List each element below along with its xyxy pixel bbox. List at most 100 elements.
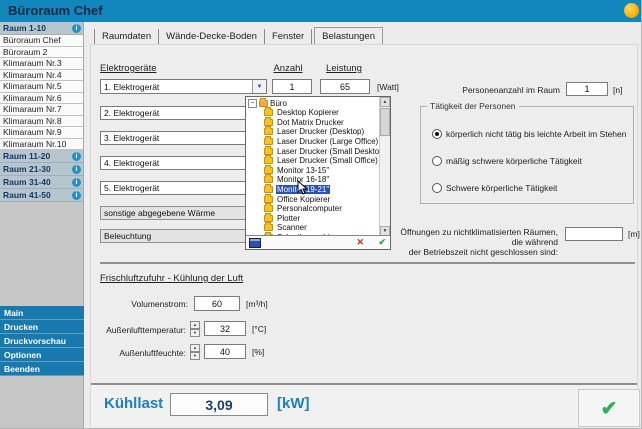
info-badge-icon[interactable]: i xyxy=(72,190,81,200)
activity-option-1[interactable]: körperlich nicht tätig bis leichte Arbei… xyxy=(432,129,626,139)
catalog-icon[interactable] xyxy=(249,238,261,248)
tree-root-buero[interactable]: − Büro xyxy=(246,97,379,108)
folder-icon xyxy=(264,203,273,213)
nav-button-druckvorschau[interactable]: Druckvorschau xyxy=(0,334,84,348)
scrollbar-thumb[interactable] xyxy=(380,108,390,136)
device-1-value: 1. Elektrogerät xyxy=(104,81,160,92)
openings-input[interactable] xyxy=(565,227,623,241)
info-badge-icon[interactable]: i xyxy=(72,177,81,187)
open-folder-icon xyxy=(259,98,268,107)
tree-item[interactable]: Plotter xyxy=(246,212,379,224)
spin-down-icon[interactable]: ▼ xyxy=(190,352,200,360)
room-label: Büroraum 2 xyxy=(3,46,48,57)
tree-item[interactable]: Monitor 16-18" xyxy=(246,174,379,185)
sidebar-group-raum-1-10[interactable]: Raum 1-10 i xyxy=(0,22,83,35)
device-2-value: 2. Elektrogerät xyxy=(104,108,160,118)
sidebar-group-raum-31-40[interactable]: Raum 31-40 i xyxy=(0,176,83,189)
sidebar-item-room[interactable]: Klimaraum Nr.4 xyxy=(0,69,83,81)
temperature-stepper[interactable]: ▲ ▼ xyxy=(190,321,200,337)
tree-item-label: Dot Matrix Drucker xyxy=(277,117,344,127)
sidebar-item-room[interactable]: Büroraum 2 xyxy=(0,46,83,58)
sidebar-group-raum-21-30[interactable]: Raum 21-30 i xyxy=(0,163,83,176)
radio-icon[interactable] xyxy=(432,183,442,193)
folder-icon xyxy=(264,155,273,165)
other-heat-label: sonstige abgegebene Wärme xyxy=(104,208,216,218)
activity-option-3[interactable]: Schwere körperliche Tätigkeit xyxy=(432,183,557,193)
spin-down-icon[interactable]: ▼ xyxy=(190,329,200,337)
tree-item-label: Office Kopierer xyxy=(277,194,331,204)
tree-item-label: Desktop Kopierer xyxy=(277,108,339,118)
persons-input[interactable]: 1 xyxy=(566,82,608,96)
tree-item[interactable]: Personalcomputer xyxy=(246,203,379,214)
sidebar-item-room[interactable]: Klimaraum Nr.7 xyxy=(0,104,83,116)
device-3-combobox[interactable]: 3. Elektrogerät xyxy=(100,131,267,145)
leistung-column-header: Leistung xyxy=(326,63,362,74)
section-divider xyxy=(100,262,635,264)
tree-item[interactable]: Desktop Kopierer xyxy=(246,107,379,118)
tree-item[interactable]: Laser Drucker (Large Office) xyxy=(246,136,379,147)
chevron-down-icon[interactable]: ▼ xyxy=(252,80,266,93)
activity-option-2[interactable]: mäßig schwere körperliche Tätigkeit xyxy=(432,156,582,166)
sidebar-group-raum-11-20[interactable]: Raum 11-20 i xyxy=(0,150,83,163)
folder-icon xyxy=(264,126,273,136)
tab-raumdaten[interactable]: Raumdaten xyxy=(94,29,160,44)
sidebar-item-room[interactable]: Klimaraum Nr.6 xyxy=(0,92,83,104)
folder-icon xyxy=(264,212,273,222)
radio-selected-icon[interactable] xyxy=(432,129,442,139)
tree-item-label: Scanner xyxy=(277,223,307,233)
tree-item[interactable]: Office Kopierer xyxy=(246,193,379,204)
device-1-anzahl-input[interactable]: 1 xyxy=(272,79,312,94)
radio-icon[interactable] xyxy=(432,156,442,166)
info-badge-icon[interactable]: i xyxy=(72,164,81,174)
nav-button-beenden[interactable]: Beenden xyxy=(0,362,84,376)
tree-item[interactable]: Laser Drucker (Small Office) xyxy=(246,155,379,166)
tree-item[interactable]: Laser Drucker (Small Desktop) xyxy=(246,145,379,156)
tree-item-label: Plotter xyxy=(277,213,301,223)
spin-up-icon[interactable]: ▲ xyxy=(190,321,200,329)
tab-belastungen[interactable]: Belastungen xyxy=(314,27,383,44)
nav-button-main[interactable]: Main xyxy=(0,306,84,320)
device-1-leistung-input[interactable]: 65 xyxy=(320,79,370,94)
nav-button-optionen[interactable]: Optionen xyxy=(0,348,84,362)
info-badge-icon[interactable]: i xyxy=(72,23,81,33)
confirm-button[interactable]: ✔ xyxy=(578,389,640,427)
other-heat-box[interactable]: sonstige abgegebene Wärme xyxy=(100,206,267,220)
sidebar-group-raum-41-50[interactable]: Raum 41-50 i xyxy=(0,189,83,202)
tree-item[interactable]: Laser Drucker (Desktop) xyxy=(246,126,379,137)
tree-item[interactable]: Dot Matrix Drucker xyxy=(246,116,379,128)
tab-bar: Raumdaten Wände-Decke-Boden Fenster Bela… xyxy=(94,27,383,44)
tree-collapse-icon[interactable]: − xyxy=(248,99,257,108)
tab-fenster[interactable]: Fenster xyxy=(265,29,313,44)
sidebar-item-room[interactable]: Klimaraum Nr.3 xyxy=(0,58,83,70)
sidebar-item-room[interactable]: Büroraum Chef xyxy=(0,35,83,47)
sidebar-item-room[interactable]: Klimaraum Nr.8 xyxy=(0,115,83,127)
scroll-up-icon[interactable]: ▲ xyxy=(380,97,390,107)
persons-unit-label: [n] xyxy=(613,85,623,95)
spin-up-icon[interactable]: ▲ xyxy=(190,344,200,352)
sidebar-group-label: Raum 1-10 xyxy=(3,23,46,33)
lighting-box[interactable]: Beleuchtung xyxy=(100,229,267,243)
tab-waende-decke-boden[interactable]: Wände-Decke-Boden xyxy=(159,29,265,44)
sidebar-item-room[interactable]: Klimaraum Nr.10 xyxy=(0,138,83,150)
device-4-combobox[interactable]: 4. Elektrogerät xyxy=(100,156,267,170)
electro-heading: Elektrogeräte xyxy=(100,63,157,74)
humidity-stepper[interactable]: ▲ ▼ xyxy=(190,344,200,360)
device-5-combobox[interactable]: 5. Elektrogerät xyxy=(100,181,267,195)
temperature-input[interactable]: 32 xyxy=(204,321,246,336)
result-unit-label: [kW] xyxy=(277,395,310,412)
popup-scrollbar[interactable]: ▲ ▼ xyxy=(379,97,390,236)
tree-item[interactable]: Scanner xyxy=(246,222,379,233)
ok-icon[interactable]: ✔ xyxy=(378,237,386,247)
cancel-icon[interactable]: ✕ xyxy=(356,237,364,247)
nav-button-drucken[interactable]: Drucken xyxy=(0,320,84,334)
device-2-combobox[interactable]: 2. Elektrogerät xyxy=(100,106,267,120)
device-1-combobox[interactable]: 1. Elektrogerät ▼ xyxy=(100,79,267,94)
info-badge-icon[interactable]: i xyxy=(72,151,81,161)
sidebar-item-room[interactable]: Klimaraum Nr.5 xyxy=(0,81,83,93)
tree-item[interactable]: Monitor 13-15" xyxy=(246,164,379,176)
room-label: Klimaraum Nr.5 xyxy=(3,81,62,92)
humidity-input[interactable]: 40 xyxy=(204,344,246,359)
sidebar-item-room[interactable]: Klimaraum Nr.9 xyxy=(0,127,83,139)
volumenstrom-input[interactable]: 60 xyxy=(194,296,240,311)
